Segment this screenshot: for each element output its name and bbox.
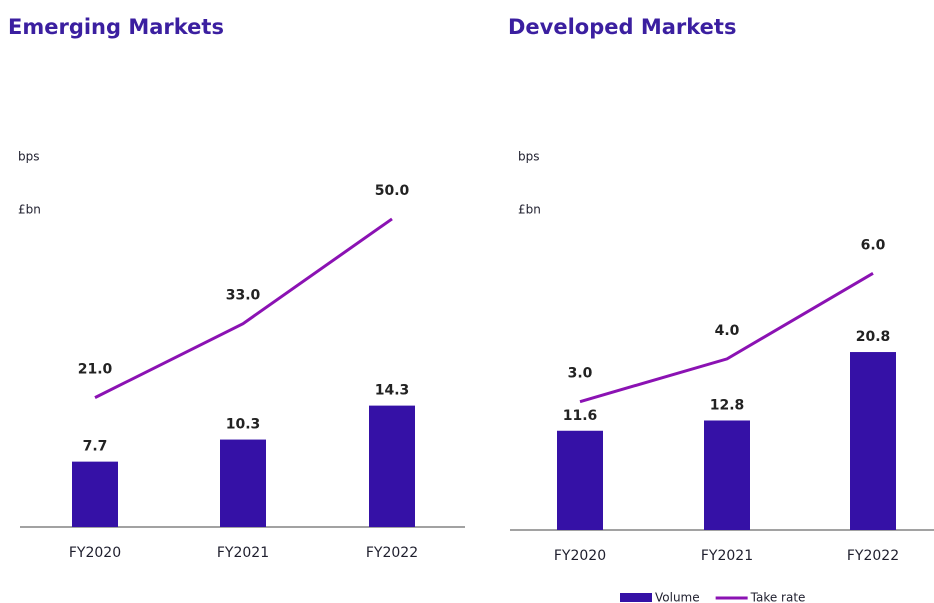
chart-title: Emerging Markets (8, 15, 224, 39)
x-tick-label: FY2020 (554, 548, 606, 564)
line (579, 272, 874, 404)
chart-title: Developed Markets (508, 15, 736, 39)
data-label: 14.3 (375, 383, 410, 399)
data-label: 33.0 (226, 288, 261, 304)
legend-swatch (620, 593, 652, 602)
data-label: 3.0 (568, 366, 593, 382)
bar (369, 405, 415, 527)
y2-unit: bps (18, 150, 40, 164)
line (94, 217, 393, 399)
legend-label: Take rate (750, 591, 806, 603)
y-unit: £bn (18, 203, 41, 217)
data-label: 10.3 (226, 417, 261, 433)
bar (72, 461, 118, 527)
x-tick-label: FY2022 (847, 548, 899, 564)
data-label: 11.6 (563, 408, 598, 424)
x-tick-label: FY2021 (217, 545, 269, 561)
data-label: 7.7 (83, 439, 108, 455)
data-label: 21.0 (78, 362, 113, 378)
bar (704, 420, 750, 530)
data-label: 6.0 (861, 237, 886, 253)
legend-label: Volume (655, 591, 700, 603)
y-unit: £bn (518, 203, 541, 217)
data-label: 50.0 (375, 183, 410, 199)
x-tick-label: FY2020 (69, 545, 121, 561)
bar (220, 439, 266, 527)
data-label: 4.0 (715, 323, 740, 339)
data-label: 12.8 (710, 397, 745, 413)
y2-unit: bps (518, 150, 540, 164)
x-tick-label: FY2022 (366, 545, 418, 561)
x-tick-label: FY2021 (701, 548, 753, 564)
data-label: 20.8 (856, 329, 891, 345)
bar (850, 352, 896, 530)
bar (557, 430, 603, 530)
